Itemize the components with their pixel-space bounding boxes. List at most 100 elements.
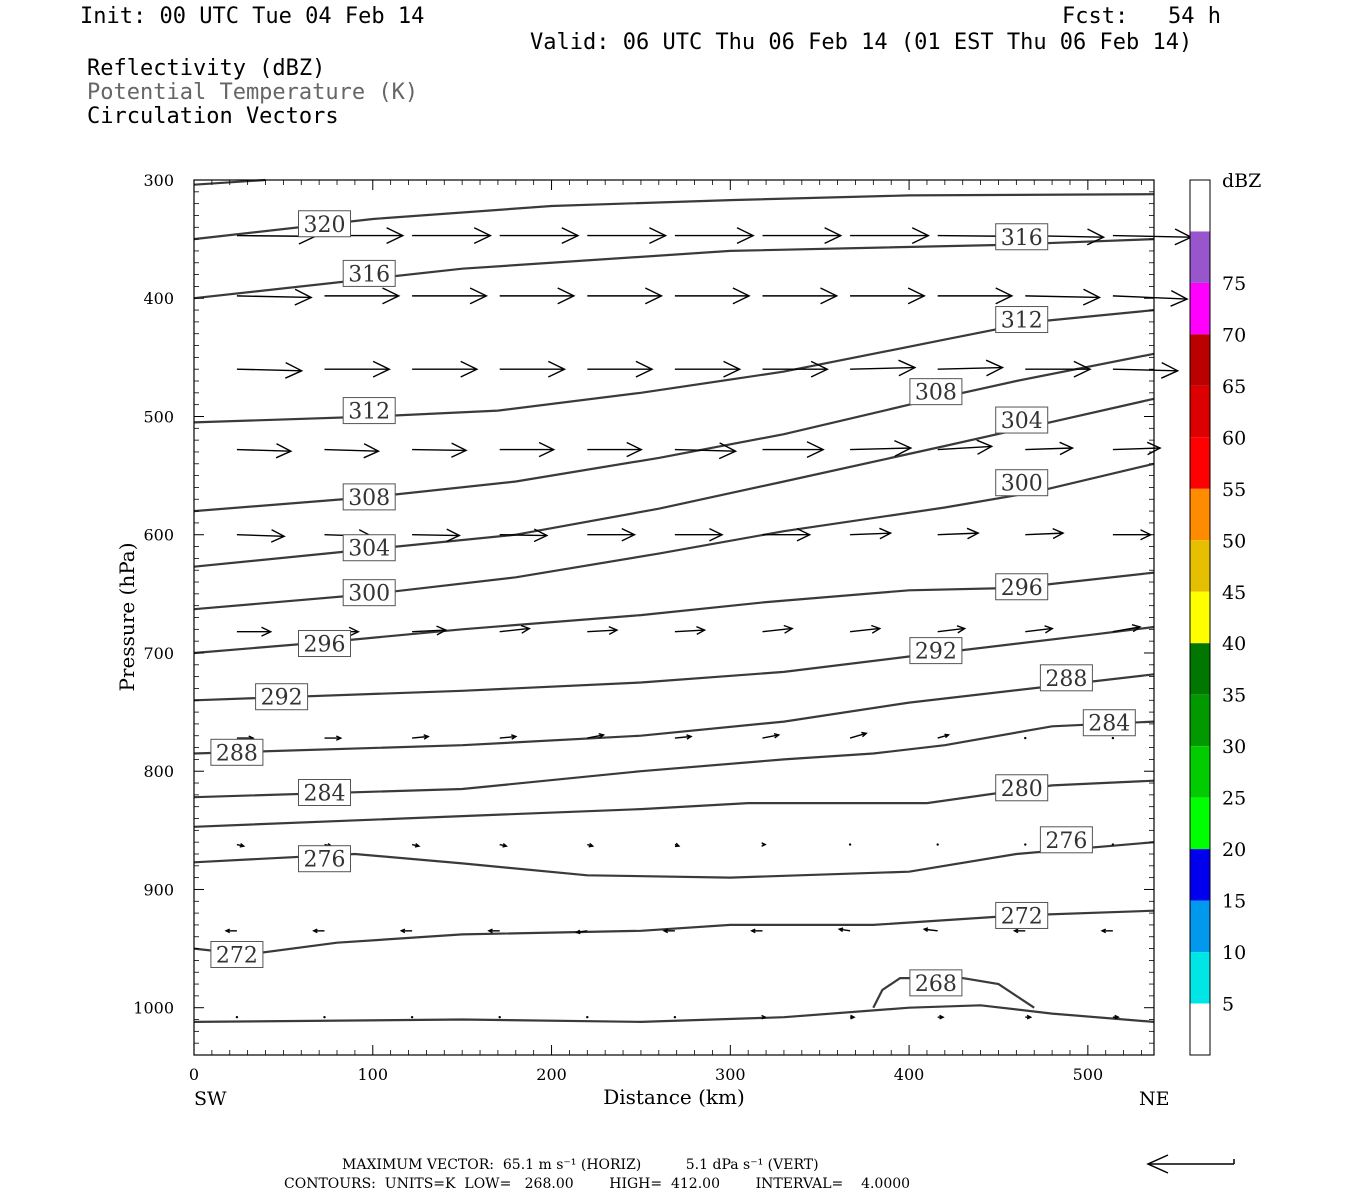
vector-shaft [324,448,379,452]
circulation-vector [850,439,913,457]
colorbar-label: 55 [1222,479,1246,501]
circulation-vector [762,733,781,739]
contour-label: 316 [342,259,396,287]
vector-head [820,287,839,305]
circulation-vector [236,843,246,848]
circulation-vector [499,528,549,543]
y-tick-label: 1000 [133,999,174,1018]
circulation-vector [587,287,664,305]
circulation-vector [849,731,868,739]
vector-head [1026,1014,1033,1020]
contour-label: 280 [995,774,1049,802]
circulation-vector [674,625,707,636]
x-axis-label: Distance (km) [603,1085,745,1109]
colorbar-segment [1190,797,1210,850]
vector-head [718,442,738,460]
y-tick-label: 700 [143,644,174,663]
colorbar-segment [1190,591,1210,644]
circulation-vector [1024,843,1027,846]
contour-label: 296 [298,630,352,658]
vector-head [783,624,794,634]
circulation-vector [1100,928,1113,934]
colorbar-segment [1190,952,1210,1004]
contour-label-box [995,223,1049,251]
vector-shaft [850,366,915,370]
contour-label-box [995,469,1049,497]
colorbar-segment [1190,643,1210,695]
vector-head [588,842,595,848]
x-right-end-label: NE [1139,1088,1170,1110]
circulation-vector [1112,441,1162,456]
x-left-end-label: SW [194,1088,227,1110]
vector-head [944,733,951,739]
vector-head [911,227,931,245]
vector-head [635,360,654,378]
vector-head [294,288,313,306]
contour-label-box [909,378,963,406]
vector-head [382,287,401,305]
circulation-vector [674,442,738,460]
circulation-vector [1111,843,1115,846]
contour-label-text: 284 [1088,712,1130,737]
contour-label-text: 316 [348,262,390,287]
contour-label-text: 284 [304,782,346,807]
vector-head [487,928,493,934]
vector-shaft [937,627,965,633]
y-tick-label: 600 [143,526,174,545]
vector-head [399,928,406,934]
circulation-vector [574,929,588,935]
colorbar-label: 30 [1222,736,1246,758]
field-potential-temperature: Potential Temperature (K) [87,80,419,105]
vector-head [966,527,980,540]
circulation-vector [937,625,967,634]
contour-label-text: 296 [1001,576,1043,601]
contour-label-text: 288 [1045,667,1087,692]
vector-shaft [236,448,291,452]
circulation-vector [937,287,1014,305]
contour-label: 308 [909,378,963,406]
circulation-vector [324,287,401,305]
vector-shaft [924,928,938,932]
contour-label-box [995,774,1049,802]
circulation-vector [412,625,448,636]
vector-head [414,843,421,848]
vector-head [621,527,637,542]
contour-label-text: 308 [348,486,390,511]
circulation-vector [674,227,755,245]
contour-label-text: 292 [261,686,303,711]
colorbar-label: 45 [1222,582,1246,604]
vector-dot [1111,736,1115,740]
contour-label-box [342,259,396,287]
contour-276 [193,841,1155,879]
vector-dot [673,1015,677,1019]
vector-head [750,928,756,934]
vector-head [561,227,580,245]
circulation-vector [236,288,313,306]
circulation-vector [674,842,681,848]
contour-label-box [342,397,396,425]
vector-head [995,287,1014,305]
circulation-vector [1025,441,1075,456]
vector-head [894,439,913,457]
circulation-vector [848,843,852,846]
x-tick-label: 0 [189,1065,199,1084]
circulation-vector [674,734,693,740]
vector-dot [235,1015,239,1019]
colorbar-label: 70 [1222,324,1246,346]
vector-head [773,733,781,739]
y-axis-label: Pressure (hPa) [115,543,139,692]
vector-head [1059,441,1075,456]
vector-shaft [412,629,446,633]
contour-label-box [298,845,352,873]
vector-head [837,927,844,933]
vector-head [761,1014,767,1020]
vector-shaft [1112,368,1178,372]
contour-label: 292 [909,637,963,665]
circulation-vector [412,528,462,543]
colorbar-label: 75 [1222,273,1246,295]
circulation-vector [937,439,994,455]
vector-head [626,441,643,458]
colorbar-segment [1190,746,1210,798]
x-tick-label: 200 [536,1065,567,1084]
vector-head [261,626,273,637]
